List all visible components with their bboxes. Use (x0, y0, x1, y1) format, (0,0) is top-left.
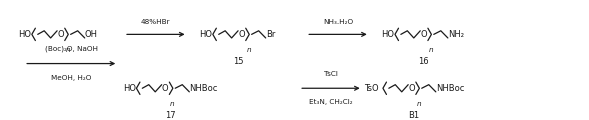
Text: TsCl: TsCl (324, 71, 338, 77)
Text: n: n (428, 47, 433, 53)
Text: NH₂: NH₂ (448, 30, 464, 39)
Text: HO: HO (382, 30, 395, 39)
Text: NHBoc: NHBoc (436, 84, 464, 93)
Text: 17: 17 (165, 111, 176, 120)
Text: (Boc)₂O, NaOH: (Boc)₂O, NaOH (45, 46, 98, 52)
Text: n: n (65, 47, 70, 53)
Text: 16: 16 (418, 57, 428, 66)
Text: 48%HBr: 48%HBr (141, 19, 171, 25)
Text: O: O (238, 30, 244, 39)
Text: HO: HO (18, 30, 31, 39)
Text: Br: Br (266, 30, 275, 39)
Text: O: O (408, 84, 415, 93)
Text: n: n (246, 47, 251, 53)
Text: MeOH, H₂O: MeOH, H₂O (51, 75, 91, 81)
Text: NHBoc: NHBoc (189, 84, 218, 93)
Text: HO: HO (123, 84, 136, 93)
Text: n: n (416, 101, 421, 107)
Text: O: O (57, 30, 64, 39)
Text: OH: OH (85, 30, 98, 39)
Text: B1: B1 (408, 111, 419, 120)
Text: O: O (420, 30, 427, 39)
Text: NH₃.H₂O: NH₃.H₂O (323, 19, 353, 25)
Text: HO: HO (199, 30, 212, 39)
Text: 15: 15 (233, 57, 243, 66)
Text: Et₃N, CH₂Cl₂: Et₃N, CH₂Cl₂ (309, 99, 353, 105)
Text: TsO: TsO (364, 84, 379, 93)
Text: O: O (162, 84, 168, 93)
Text: n: n (170, 101, 174, 107)
